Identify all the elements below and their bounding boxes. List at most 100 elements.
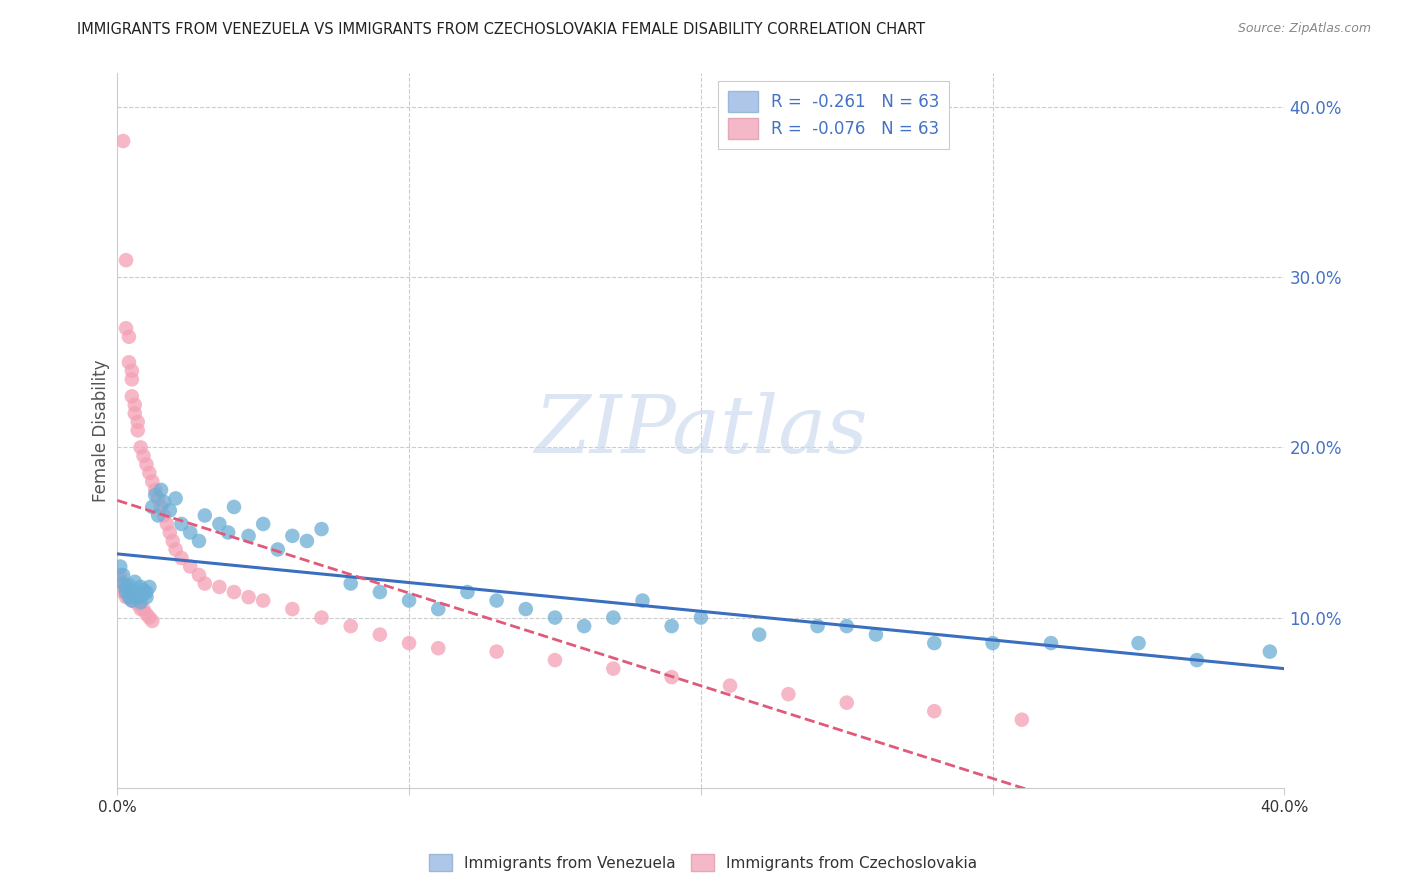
Point [124,593,146,607]
Legend: R =  -0.261   N = 63, R =  -0.076   N = 63: R = -0.261 N = 63, R = -0.076 N = 63 [717,81,949,149]
Point [108,559,131,574]
Y-axis label: Female Disability: Female Disability [93,359,110,501]
Point [132,602,155,616]
Point [398,636,420,650]
Point [156,516,179,531]
Point [118,330,141,344]
Point [121,389,143,403]
Point [179,559,201,574]
Point [165,542,187,557]
Point [129,580,152,594]
Point [121,583,143,598]
Point [115,585,138,599]
Point [572,619,595,633]
Point [118,578,141,592]
Point [129,441,152,455]
Point [141,475,163,489]
Point [138,580,160,594]
Point [748,627,770,641]
Point [132,449,155,463]
Point [602,662,624,676]
Point [194,576,217,591]
Point [238,590,260,604]
Point [281,602,304,616]
Point [135,590,157,604]
Point [170,551,193,566]
Point [194,508,217,523]
Point [135,607,157,622]
Point [138,466,160,480]
Point [661,619,683,633]
Point [159,503,181,517]
Point [427,641,450,656]
Point [602,610,624,624]
Point [398,593,420,607]
Point [981,636,1004,650]
Point [238,529,260,543]
Point [339,619,361,633]
Point [631,593,654,607]
Point [124,589,146,603]
Point [138,610,160,624]
Text: ZIPatlas: ZIPatlas [534,392,868,469]
Point [252,593,274,607]
Point [112,580,135,594]
Point [129,602,152,616]
Point [208,580,231,594]
Point [112,585,135,599]
Point [835,619,858,633]
Point [118,590,141,604]
Point [118,355,141,369]
Point [515,602,537,616]
Point [118,590,141,604]
Point [112,576,135,591]
Point [135,458,157,472]
Point [112,568,135,582]
Point [127,585,149,599]
Point [108,573,131,587]
Point [121,593,143,607]
Point [115,590,138,604]
Point [124,398,146,412]
Point [208,516,231,531]
Text: Source: ZipAtlas.com: Source: ZipAtlas.com [1237,22,1371,36]
Point [127,423,149,437]
Point [124,574,146,589]
Point [132,583,155,598]
Point [718,679,741,693]
Point [143,488,166,502]
Point [121,593,143,607]
Point [115,580,138,594]
Point [121,364,143,378]
Point [124,406,146,420]
Point [115,585,138,599]
Point [456,585,478,599]
Point [141,500,163,514]
Point [188,533,211,548]
Point [311,610,333,624]
Point [427,602,450,616]
Point [252,516,274,531]
Point [150,500,173,514]
Point [170,516,193,531]
Point [922,636,945,650]
Point [143,483,166,497]
Point [368,627,391,641]
Point [544,653,567,667]
Point [281,529,304,543]
Point [368,585,391,599]
Point [141,614,163,628]
Point [1128,636,1150,650]
Text: IMMIGRANTS FROM VENEZUELA VS IMMIGRANTS FROM CZECHOSLOVAKIA FEMALE DISABILITY CO: IMMIGRANTS FROM VENEZUELA VS IMMIGRANTS … [77,22,925,37]
Point [188,568,211,582]
Point [778,687,800,701]
Point [153,495,176,509]
Point [295,533,318,548]
Point [922,704,945,718]
Point [1258,645,1281,659]
Point [222,500,245,514]
Point [544,610,567,624]
Point [661,670,683,684]
Point [1011,713,1033,727]
Point [222,585,245,599]
